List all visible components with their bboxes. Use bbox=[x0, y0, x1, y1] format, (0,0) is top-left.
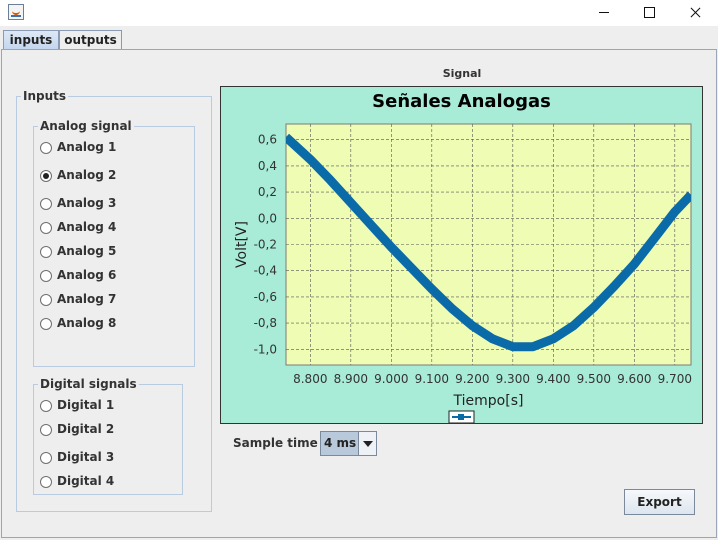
minimize-icon[interactable] bbox=[581, 0, 627, 26]
x-tick-label: 9.300 bbox=[496, 372, 530, 386]
radio-icon bbox=[40, 246, 52, 258]
inputs-group-title: Inputs bbox=[21, 89, 69, 103]
x-axis-label: Tiempo[s] bbox=[453, 393, 524, 409]
digital-signals-group-title: Digital signals bbox=[38, 377, 139, 391]
series-line bbox=[286, 133, 691, 352]
tab-inputs[interactable]: inputs bbox=[3, 30, 59, 50]
y-tick-label: -0,8 bbox=[254, 316, 277, 330]
y-tick-label: 0,0 bbox=[258, 211, 277, 225]
x-tick-label: 9.000 bbox=[374, 372, 408, 386]
y-tick-label: -0,6 bbox=[254, 290, 277, 304]
title-bar bbox=[0, 0, 718, 26]
analog-signal-group: Analog signal bbox=[33, 119, 195, 367]
x-tick-label: 9.200 bbox=[455, 372, 489, 386]
signal-chart: 8.800 8.900 9.000 9.100 9.200 9.300 9.400 9.500… bbox=[234, 123, 692, 423]
x-tick-label: 9.700 bbox=[658, 372, 692, 386]
radio-icon bbox=[40, 424, 52, 436]
x-tick-label: 9.400 bbox=[536, 372, 570, 386]
radio-icon bbox=[40, 198, 52, 210]
radio-icon bbox=[40, 400, 52, 412]
sample-time-value: 4 ms bbox=[324, 436, 357, 450]
radio-icon bbox=[40, 294, 52, 306]
sample-time-label: Sample time bbox=[233, 436, 318, 450]
x-tick-label: 8.800 bbox=[293, 372, 327, 386]
close-icon[interactable] bbox=[672, 0, 718, 26]
inputs-group: Inputs bbox=[16, 89, 212, 512]
maximize-icon[interactable] bbox=[626, 0, 672, 26]
digital-signals-group: Digital signals bbox=[33, 377, 183, 495]
legend-marker bbox=[458, 414, 464, 420]
radio-icon bbox=[40, 270, 52, 282]
radio-icon bbox=[40, 142, 52, 154]
y-tick-label: -1,0 bbox=[254, 342, 277, 356]
x-tick-label: 8.900 bbox=[334, 372, 368, 386]
sample-time-select[interactable]: 4 ms bbox=[320, 431, 377, 456]
y-tick-label: -0,2 bbox=[254, 238, 277, 252]
x-tick-label: 9.600 bbox=[617, 372, 651, 386]
radio-icon bbox=[40, 452, 52, 464]
signal-panel-title: Signal bbox=[442, 67, 482, 80]
y-axis-label: Volt[V] bbox=[234, 221, 250, 268]
y-tick-label: 0,4 bbox=[258, 159, 277, 173]
radio-icon bbox=[40, 222, 52, 234]
chart-title: Señales Analogas bbox=[372, 91, 551, 112]
y-tick-label: -0,4 bbox=[254, 264, 277, 278]
y-tick-label: 0,2 bbox=[258, 185, 277, 199]
signal-chart-panel: Señales Analogas 8.800 8.900 9.000 9.100 9.2… bbox=[220, 86, 703, 424]
radio-icon bbox=[40, 476, 52, 488]
java-app-icon bbox=[8, 4, 24, 20]
chevron-down-icon[interactable] bbox=[358, 432, 376, 455]
radio-checked-icon bbox=[40, 170, 52, 182]
analog-signal-group-title: Analog signal bbox=[38, 119, 134, 133]
x-tick-label: 9.100 bbox=[415, 372, 449, 386]
tab-outputs[interactable]: outputs bbox=[59, 30, 122, 50]
x-tick-label: 9.500 bbox=[577, 372, 611, 386]
export-button[interactable]: Export bbox=[624, 489, 695, 515]
y-tick-label: 0,6 bbox=[258, 133, 277, 147]
radio-icon bbox=[40, 318, 52, 330]
